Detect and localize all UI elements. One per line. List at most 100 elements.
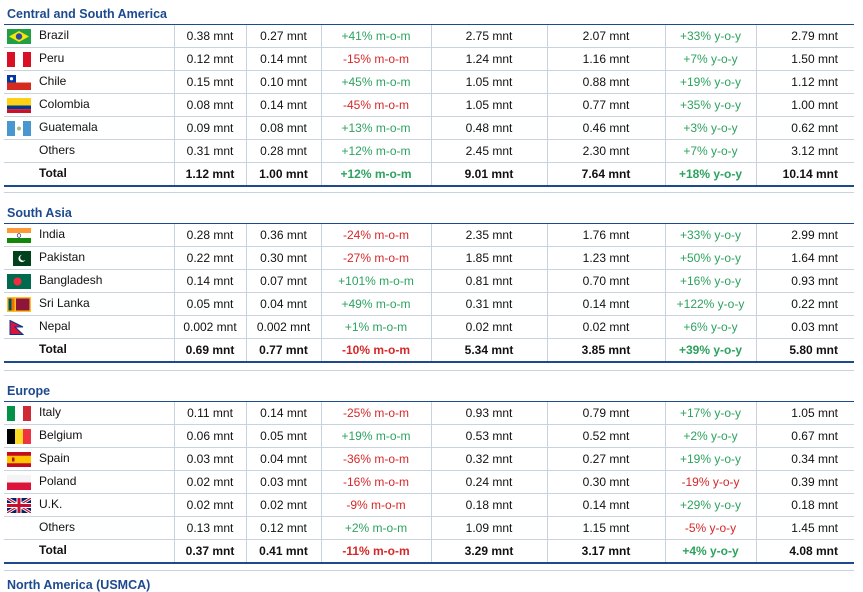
mom-change-cell: -27% m-o-m (321, 246, 432, 270)
value-cell: 4.08 mnt (756, 539, 854, 564)
value-cell: 3.85 mnt (547, 338, 666, 363)
value-cell: 5.80 mnt (756, 338, 854, 363)
country-cell: Belgium (4, 424, 175, 448)
value-cell: 0.27 mnt (246, 25, 322, 48)
country-cell: Total (4, 539, 175, 564)
yoy-change-cell: +6% y-o-y (665, 315, 757, 339)
country-cell: Total (4, 338, 175, 363)
yoy-change-cell: +33% y-o-y (665, 25, 757, 48)
section-title: Europe (4, 381, 854, 402)
value-cell: 1.15 mnt (547, 516, 666, 540)
country-name: India (39, 227, 66, 242)
yoy-change-cell: +33% y-o-y (665, 224, 757, 247)
india-flag-icon (7, 227, 31, 243)
mom-change-cell: -24% m-o-m (321, 224, 432, 247)
country-name: Poland (39, 474, 77, 489)
country-name: Spain (39, 451, 70, 466)
belgium-flag-icon (7, 428, 31, 444)
value-cell: 3.29 mnt (431, 539, 548, 564)
country-cell: Sri Lanka (4, 292, 175, 316)
value-cell: 1.12 mnt (756, 70, 854, 94)
mom-change-cell: -11% m-o-m (321, 539, 432, 564)
country-name: Colombia (39, 97, 90, 112)
yoy-change-cell: -5% y-o-y (665, 516, 757, 540)
value-cell: 2.75 mnt (431, 25, 548, 48)
country-name: U.K. (39, 497, 63, 512)
value-cell: 9.01 mnt (431, 162, 548, 187)
peru-flag-icon (7, 51, 31, 67)
value-cell: 2.79 mnt (756, 25, 854, 48)
country-cell: Brazil (4, 25, 175, 48)
country-name: Others (39, 143, 76, 158)
value-cell: 0.04 mnt (246, 292, 322, 316)
value-cell: 1.23 mnt (547, 246, 666, 270)
value-cell: 1.05 mnt (431, 70, 548, 94)
country-cell: Colombia (4, 93, 175, 117)
value-cell: 0.48 mnt (431, 116, 548, 140)
value-cell: 0.14 mnt (547, 292, 666, 316)
flag-placeholder (7, 521, 31, 536)
value-cell: 0.32 mnt (431, 447, 548, 471)
value-cell: 0.81 mnt (431, 269, 548, 293)
value-cell: 0.22 mnt (756, 292, 854, 316)
table-row: Italy 0.11 mnt 0.14 mnt -25% m-o-m 0.93 mnt 0… (4, 402, 854, 425)
section-europe: Europe Italy 0.11 mnt 0.14 mnt -25% m-o-m 0.9… (4, 381, 854, 564)
mom-change-cell: +12% m-o-m (321, 139, 432, 163)
table-row: Sri Lanka 0.05 mnt 0.04 mnt +49% m-o-m 0.31 … (4, 292, 854, 316)
value-cell: 1.00 mnt (246, 162, 322, 187)
yoy-change-cell: +50% y-o-y (665, 246, 757, 270)
yoy-change-cell: +18% y-o-y (665, 162, 757, 187)
table-row: Pakistan 0.22 mnt 0.30 mnt -27% m-o-m 1.85 m… (4, 246, 854, 270)
total-row: Total 0.37 mnt 0.41 mnt -11% m-o-m 3.29 mnt 3… (4, 539, 854, 564)
value-cell: 0.34 mnt (756, 447, 854, 471)
value-cell: 0.53 mnt (431, 424, 548, 448)
table-row: U.K. 0.02 mnt 0.02 mnt -9% m-o-m 0.18 mnt 0.1… (4, 493, 854, 517)
table-row: Brazil 0.38 mnt 0.27 mnt +41% m-o-m 2.75 mnt… (4, 25, 854, 48)
value-cell: 1.64 mnt (756, 246, 854, 270)
yoy-change-cell: +19% y-o-y (665, 447, 757, 471)
country-name: Bangladesh (39, 273, 103, 288)
country-name: Belgium (39, 428, 83, 443)
section-central-south-america: Central and South America Brazil 0.38 mnt 0… (4, 4, 854, 187)
value-cell: 0.12 mnt (246, 516, 322, 540)
value-cell: 0.88 mnt (547, 70, 666, 94)
value-cell: 0.05 mnt (246, 424, 322, 448)
flag-placeholder (7, 544, 31, 559)
yoy-change-cell: +35% y-o-y (665, 93, 757, 117)
value-cell: 0.03 mnt (174, 447, 247, 471)
value-cell: 2.07 mnt (547, 25, 666, 48)
country-name: Sri Lanka (39, 296, 90, 311)
section-title-north-america: North America (USMCA) (7, 578, 151, 592)
value-cell: 0.002 mnt (174, 315, 247, 339)
value-cell: 1.05 mnt (431, 93, 548, 117)
country-cell: U.K. (4, 493, 175, 517)
mom-change-cell: -36% m-o-m (321, 447, 432, 471)
value-cell: 0.14 mnt (246, 93, 322, 117)
yoy-change-cell: +3% y-o-y (665, 116, 757, 140)
country-cell: Chile (4, 70, 175, 94)
value-cell: 0.14 mnt (246, 47, 322, 71)
value-cell: 0.18 mnt (431, 493, 548, 517)
yoy-change-cell: +16% y-o-y (665, 269, 757, 293)
value-cell: 1.76 mnt (547, 224, 666, 247)
value-cell: 0.03 mnt (246, 470, 322, 494)
total-row: Total 0.69 mnt 0.77 mnt -10% m-o-m 5.34 mnt 3… (4, 338, 854, 363)
country-name: Italy (39, 405, 62, 420)
yoy-change-cell: +4% y-o-y (665, 539, 757, 564)
data-table: Brazil 0.38 mnt 0.27 mnt +41% m-o-m 2.75 mnt… (4, 25, 854, 187)
value-cell: 1.45 mnt (756, 516, 854, 540)
value-cell: 1.12 mnt (174, 162, 247, 187)
value-cell: 0.24 mnt (431, 470, 548, 494)
value-cell: 0.04 mnt (246, 447, 322, 471)
country-name: Peru (39, 51, 65, 66)
mom-change-cell: -16% m-o-m (321, 470, 432, 494)
total-row: Total 1.12 mnt 1.00 mnt +12% m-o-m 9.01 mnt 7… (4, 162, 854, 187)
value-cell: 0.38 mnt (174, 25, 247, 48)
value-cell: 0.31 mnt (174, 139, 247, 163)
country-name: Others (39, 520, 76, 535)
mom-change-cell: -25% m-o-m (321, 402, 432, 425)
mom-change-cell: -9% m-o-m (321, 493, 432, 517)
table-row: Belgium 0.06 mnt 0.05 mnt +19% m-o-m 0.53 mn… (4, 424, 854, 448)
value-cell: 0.13 mnt (174, 516, 247, 540)
value-cell: 0.93 mnt (431, 402, 548, 425)
